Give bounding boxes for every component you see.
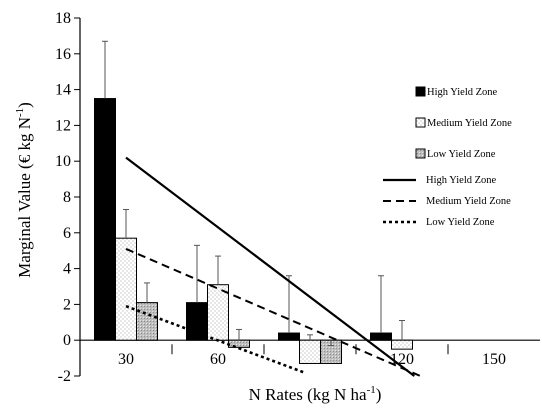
y-tick-label: 8	[63, 189, 71, 206]
bar-high-yield-zone	[278, 332, 300, 341]
x-tick-label: 60	[210, 351, 226, 368]
bar-high-yield-zone	[186, 302, 208, 341]
y-tick-label: 0	[63, 332, 71, 349]
y-tick-label: 4	[63, 261, 71, 278]
bars	[94, 98, 413, 364]
legend-label: High Yield Zone	[426, 175, 497, 186]
bar-high-yield-zone	[370, 332, 392, 341]
y-tick-label: 6	[63, 225, 71, 242]
legend-label: Medium Yield Zone	[426, 196, 511, 207]
bar-high-yield-zone	[94, 98, 116, 341]
legend-label: Medium Yield Zone	[427, 118, 512, 129]
trend-line-medium-yield-zone	[125, 247, 421, 377]
x-axis-title: N Rates (kg N ha-1)	[249, 384, 382, 404]
legend-label: High Yield Zone	[427, 87, 498, 98]
error-bars	[102, 40, 405, 347]
y-axis-title: Marginal Value (€ kg N-1)	[14, 102, 34, 278]
bar-medium-yield-zone	[391, 339, 413, 350]
bar-medium-yield-zone	[115, 237, 137, 341]
legend-swatch	[415, 117, 426, 128]
y-tick-label: 10	[55, 153, 71, 170]
bar-low-yield-zone	[136, 302, 158, 341]
y-tick-label: -2	[58, 368, 71, 385]
y-ticks: -2 0 2 4 6 8 10 12 14 16 18	[55, 10, 80, 385]
x-tick-label: 120	[390, 351, 414, 368]
legend: High Yield Zone Medium Yield Zone Low Yiel…	[383, 86, 512, 228]
y-tick-label: 18	[55, 10, 71, 27]
trend-lines	[125, 156, 421, 377]
legend-label: Low Yield Zone	[427, 149, 496, 160]
y-tick-label: 16	[55, 46, 71, 63]
y-tick-label: 14	[55, 82, 71, 99]
bar-low-yield-zone	[228, 339, 250, 348]
trend-line-high-yield-zone	[125, 156, 415, 377]
legend-label: Low Yield Zone	[426, 217, 495, 228]
x-tick-label: 150	[482, 351, 506, 368]
bar-medium-yield-zone	[207, 284, 229, 341]
legend-swatch	[415, 148, 426, 159]
y-tick-label: 12	[55, 117, 71, 134]
y-tick-label: 2	[63, 296, 71, 313]
legend-swatch	[415, 86, 426, 97]
x-tick-label: 30	[118, 351, 134, 368]
trend-line-low-yield-zone	[125, 304, 305, 374]
bar-medium-yield-zone	[299, 339, 321, 364]
